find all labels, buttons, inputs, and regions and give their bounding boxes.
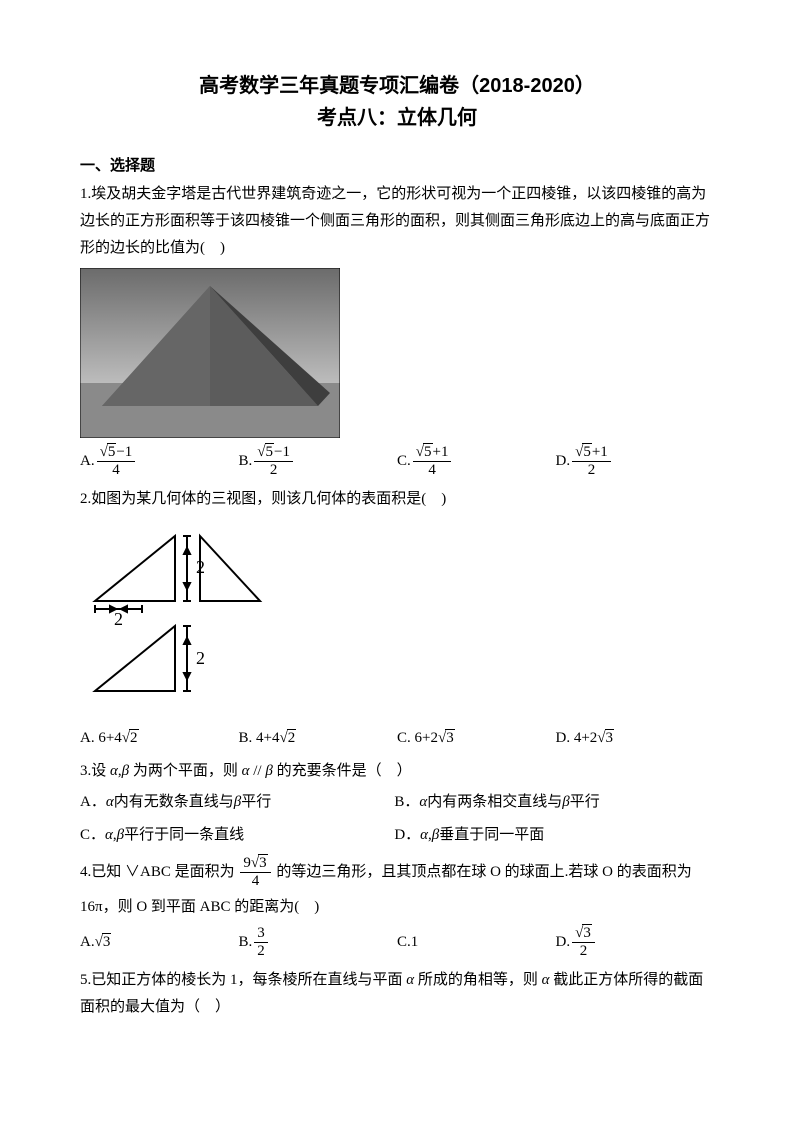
title-line-1: 高考数学三年真题专项汇编卷（2018-2020）	[199, 75, 595, 97]
question-2: 2.如图为某几何体的三视图，则该几何体的表面积是( )	[80, 486, 714, 513]
q2-opt-b: B. 4+42	[239, 725, 388, 752]
q2-opt-c: C. 6+23	[397, 725, 546, 752]
q1-opt-b: B. 5−12	[239, 444, 388, 480]
q1-opt-d: D. 5+12	[556, 444, 705, 480]
q4-text-a: 4.已知 ∨ABC 是面积为	[80, 864, 238, 880]
section-heading: 一、选择题	[80, 152, 714, 179]
page-title: 高考数学三年真题专项汇编卷（2018-2020） 考点八：立体几何	[80, 70, 714, 134]
q4-opt-c: C.1	[397, 925, 546, 961]
q4-opt-d: D. 32	[556, 925, 705, 961]
q3-opt-b: B．α 内有两条相交直线与 β 平行	[394, 789, 698, 816]
q4-text-b: 的等边三角形，且其顶点都在球 O 的球面上.若球 O 的表面积为	[276, 864, 691, 880]
q4-fraction: 93 4	[240, 855, 270, 891]
q2-opt-a: A. 6+42	[80, 725, 229, 752]
title-line-2: 考点八：立体几何	[317, 107, 477, 129]
q3-opt-a: A．α 内有无数条直线与 β 平行	[80, 789, 384, 816]
svg-text:2: 2	[114, 609, 123, 629]
question-5: 5.已知正方体的棱长为 1，每条棱所在直线与平面 α 所成的角相等，则 α 截此…	[80, 967, 714, 1021]
question-1: 1.埃及胡夫金字塔是古代世界建筑奇迹之一，它的形状可视为一个正四棱锥，以该四棱锥…	[80, 181, 714, 262]
q4-options: A. 3 B. 32 C.1 D. 32	[80, 925, 714, 961]
q3-options-row2: C．α,β 平行于同一条直线 D．α,β 垂直于同一平面	[80, 822, 714, 849]
pyramid-image	[80, 268, 340, 438]
three-view-diagram: 2 2 2	[80, 521, 714, 721]
svg-text:2: 2	[196, 557, 205, 577]
q4-opt-b: B. 32	[239, 925, 388, 961]
q3-opt-d: D．α,β 垂直于同一平面	[394, 822, 698, 849]
question-3: 3.设 α,β 为两个平面，则 α // β 的充要条件是（ ）	[80, 758, 714, 785]
q2-opt-d: D. 4+23	[556, 725, 705, 752]
q3-options-row1: A．α 内有无数条直线与 β 平行 B．α 内有两条相交直线与 β 平行	[80, 789, 714, 816]
q1-options: A. 5−14 B. 5−12 C. 5+14 D. 5+12	[80, 444, 714, 480]
q4-opt-a: A. 3	[80, 925, 229, 961]
question-4-line2: 16π，则 O 到平面 ABC 的距离为( )	[80, 894, 714, 921]
q1-opt-c: C. 5+14	[397, 444, 546, 480]
question-4: 4.已知 ∨ABC 是面积为 93 4 的等边三角形，且其顶点都在球 O 的球面…	[80, 855, 714, 891]
q2-options: A. 6+42 B. 4+42 C. 6+23 D. 4+23	[80, 725, 714, 752]
q1-opt-a: A. 5−14	[80, 444, 229, 480]
q3-opt-c: C．α,β 平行于同一条直线	[80, 822, 384, 849]
svg-text:2: 2	[196, 648, 205, 668]
